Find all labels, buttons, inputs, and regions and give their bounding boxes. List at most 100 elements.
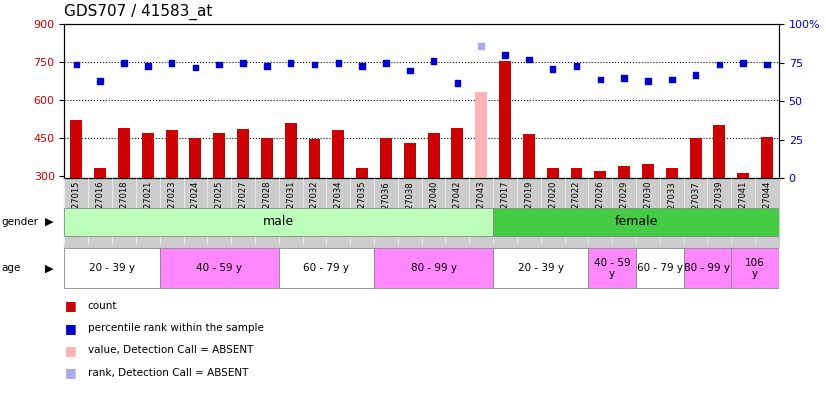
Bar <box>332 130 344 252</box>
Point <box>594 77 607 83</box>
Bar <box>636 248 684 288</box>
Bar <box>112 178 135 247</box>
Bar <box>636 178 660 247</box>
Bar <box>499 61 511 252</box>
Bar <box>731 248 779 288</box>
Bar <box>618 166 630 252</box>
Bar <box>285 123 297 252</box>
Bar <box>469 178 493 247</box>
Bar <box>755 178 779 247</box>
Bar <box>690 138 701 252</box>
Bar <box>541 178 565 247</box>
Bar <box>684 248 731 288</box>
Bar <box>714 125 725 252</box>
Bar <box>350 178 374 247</box>
Bar <box>547 168 558 252</box>
Point <box>308 61 321 68</box>
Bar <box>404 143 415 252</box>
Bar <box>660 178 684 247</box>
Bar <box>571 168 582 252</box>
Text: ■: ■ <box>64 344 76 357</box>
Point <box>737 60 750 66</box>
Bar <box>445 178 469 247</box>
Text: 60 - 79 y: 60 - 79 y <box>637 263 683 273</box>
Point <box>761 61 774 68</box>
Point <box>93 78 107 85</box>
Point <box>665 77 678 83</box>
Bar <box>142 133 154 252</box>
Bar <box>588 248 636 288</box>
Point <box>475 43 488 49</box>
Bar <box>326 178 350 247</box>
Bar <box>684 178 707 247</box>
Bar <box>166 130 178 252</box>
Bar <box>183 178 207 247</box>
Point <box>427 58 440 64</box>
Bar <box>564 178 588 247</box>
Text: male: male <box>263 215 294 228</box>
Bar <box>517 178 541 247</box>
Point <box>141 63 154 69</box>
Bar <box>475 92 487 252</box>
Bar <box>309 139 320 252</box>
Bar <box>135 178 159 247</box>
Point <box>713 61 726 68</box>
Bar <box>374 248 493 288</box>
Bar <box>64 178 88 247</box>
Text: percentile rank within the sample: percentile rank within the sample <box>88 323 263 333</box>
Text: 106
y: 106 y <box>745 258 765 279</box>
Bar <box>64 248 159 288</box>
Point <box>332 60 345 66</box>
Bar <box>118 128 130 252</box>
Text: 20 - 39 y: 20 - 39 y <box>518 263 564 273</box>
Point <box>641 78 654 85</box>
Bar <box>159 248 278 288</box>
Bar <box>666 168 677 252</box>
Text: count: count <box>88 301 117 311</box>
Point <box>570 63 583 69</box>
Text: ■: ■ <box>64 366 76 379</box>
Bar <box>738 173 749 252</box>
Point <box>618 75 631 81</box>
Point <box>260 63 273 69</box>
Bar <box>595 171 606 252</box>
Bar <box>493 178 517 247</box>
Point <box>189 64 202 70</box>
Bar <box>64 208 493 236</box>
Point <box>117 60 131 66</box>
Point <box>355 63 368 69</box>
Text: age: age <box>2 263 21 273</box>
Bar <box>213 133 225 252</box>
Bar <box>761 136 773 252</box>
Bar <box>731 178 755 247</box>
Text: 80 - 99 y: 80 - 99 y <box>685 263 730 273</box>
Text: 40 - 59 y: 40 - 59 y <box>197 263 242 273</box>
Bar <box>189 138 202 252</box>
Text: 20 - 39 y: 20 - 39 y <box>89 263 135 273</box>
Bar <box>380 138 392 252</box>
Point <box>236 60 249 66</box>
Point <box>522 56 535 63</box>
Bar <box>70 120 83 252</box>
Bar <box>493 248 588 288</box>
Point <box>498 52 511 58</box>
Text: 60 - 79 y: 60 - 79 y <box>303 263 349 273</box>
Point <box>546 66 559 72</box>
Bar <box>237 129 249 252</box>
Text: ▶: ▶ <box>45 217 54 227</box>
Bar <box>374 178 398 247</box>
Text: 80 - 99 y: 80 - 99 y <box>411 263 457 273</box>
Bar <box>422 178 445 247</box>
Bar <box>255 178 278 247</box>
Text: gender: gender <box>2 217 39 227</box>
Point <box>689 72 702 78</box>
Bar <box>356 168 368 252</box>
Bar <box>612 178 636 247</box>
Bar <box>278 178 302 247</box>
Bar <box>642 164 654 252</box>
Bar <box>88 178 112 247</box>
Point <box>212 61 225 68</box>
Text: 40 - 59
y: 40 - 59 y <box>594 258 630 279</box>
Bar <box>159 178 183 247</box>
Text: rank, Detection Call = ABSENT: rank, Detection Call = ABSENT <box>88 368 248 377</box>
